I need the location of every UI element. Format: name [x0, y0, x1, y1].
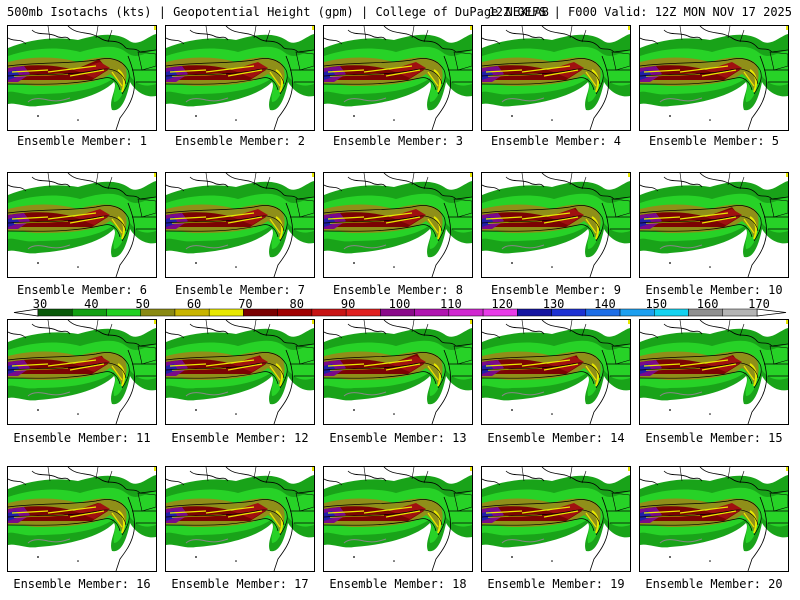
ensemble-panel-1	[7, 25, 157, 131]
ensemble-map-9	[482, 173, 630, 277]
colorbar-label-50: 50	[135, 297, 150, 311]
ensemble-label-10: Ensemble Member: 10	[645, 283, 783, 297]
ensemble-panel-4	[481, 25, 631, 131]
ensemble-map-11	[8, 320, 156, 424]
colorbar-label-90: 90	[340, 297, 356, 311]
ensemble-label-15: Ensemble Member: 15	[645, 431, 783, 445]
colorbar-label-140: 140	[594, 297, 616, 311]
ensemble-panel-17	[165, 466, 315, 572]
ensemble-label-17: Ensemble Member: 17	[171, 577, 309, 591]
ensemble-panel-5	[639, 25, 789, 131]
ensemble-map-16	[8, 467, 156, 571]
ensemble-map-3	[324, 26, 472, 130]
colorbar-swatch-20	[722, 308, 758, 317]
colorbar-label-150: 150	[645, 297, 668, 311]
colorbar-label-120: 120	[491, 297, 514, 311]
ensemble-map-17	[166, 467, 314, 571]
ensemble-map-18	[324, 467, 472, 571]
ensemble-label-13: Ensemble Member: 13	[329, 431, 467, 445]
colorbar-label-40: 40	[84, 297, 99, 311]
ensemble-panel-12	[165, 319, 315, 425]
header-title: 500mb Isotachs (kts) | Geopotential Heig…	[7, 5, 549, 19]
ensemble-map-7	[166, 173, 314, 277]
ensemble-panel-10	[639, 172, 789, 278]
ensemble-panel-9	[481, 172, 631, 278]
colorbar-label-100: 100	[388, 297, 411, 311]
colorbar-label-160: 160	[696, 297, 719, 311]
ensemble-panel-7	[165, 172, 315, 278]
ensemble-map-20	[640, 467, 788, 571]
colorbar-label-170: 170	[748, 297, 770, 311]
colorbar-label-70: 70	[238, 297, 253, 311]
ensemble-panel-2	[165, 25, 315, 131]
ensemble-map-19	[482, 467, 630, 571]
ensemble-map-2	[166, 26, 314, 130]
ensemble-panel-18	[323, 466, 473, 572]
ensemble-label-5: Ensemble Member: 5	[648, 134, 780, 148]
ensemble-panel-20	[639, 466, 789, 572]
ensemble-map-6	[8, 173, 156, 277]
colorbar-label-60: 60	[186, 297, 202, 311]
ensemble-panel-8	[323, 172, 473, 278]
ensemble-map-5	[640, 26, 788, 130]
ensemble-label-16: Ensemble Member: 16	[13, 577, 151, 591]
ensemble-label-18: Ensemble Member: 18	[329, 577, 467, 591]
colorbar-label-30: 30	[32, 297, 48, 311]
colorbar-label-80: 80	[289, 297, 305, 311]
ensemble-label-9: Ensemble Member: 9	[490, 283, 622, 297]
ensemble-map-10	[640, 173, 788, 277]
ensemble-panel-6	[7, 172, 157, 278]
ensemble-label-6: Ensemble Member: 6	[16, 283, 148, 297]
ensemble-label-3: Ensemble Member: 3	[332, 134, 464, 148]
ensemble-label-7: Ensemble Member: 7	[174, 283, 306, 297]
ensemble-label-20: Ensemble Member: 20	[645, 577, 783, 591]
ensemble-map-13	[324, 320, 472, 424]
ensemble-map-15	[640, 320, 788, 424]
ensemble-map-8	[324, 173, 472, 277]
isotach-colorbar	[13, 308, 787, 317]
ensemble-panel-3	[323, 25, 473, 131]
ensemble-map-4	[482, 26, 630, 130]
ensemble-map-12	[166, 320, 314, 424]
ensemble-label-19: Ensemble Member: 19	[487, 577, 625, 591]
ensemble-panel-19	[481, 466, 631, 572]
ensemble-panel-13	[323, 319, 473, 425]
ensemble-panel-16	[7, 466, 157, 572]
ensemble-panel-11	[7, 319, 157, 425]
colorbar-label-130: 130	[542, 297, 565, 311]
ensemble-panel-14	[481, 319, 631, 425]
ensemble-panel-15	[639, 319, 789, 425]
ensemble-label-1: Ensemble Member: 1	[16, 134, 148, 148]
ensemble-label-12: Ensemble Member: 12	[171, 431, 309, 445]
colorbar-label-110: 110	[440, 297, 462, 311]
ensemble-label-11: Ensemble Member: 11	[13, 431, 151, 445]
ensemble-label-4: Ensemble Member: 4	[490, 134, 622, 148]
ensemble-map-14	[482, 320, 630, 424]
ensemble-label-8: Ensemble Member: 8	[332, 283, 464, 297]
ensemble-map-1	[8, 26, 156, 130]
header-valid-time: 12Z GEFS | F000 Valid: 12Z MON NOV 17 20…	[488, 5, 792, 19]
ensemble-label-2: Ensemble Member: 2	[174, 134, 306, 148]
ensemble-label-14: Ensemble Member: 14	[487, 431, 625, 445]
